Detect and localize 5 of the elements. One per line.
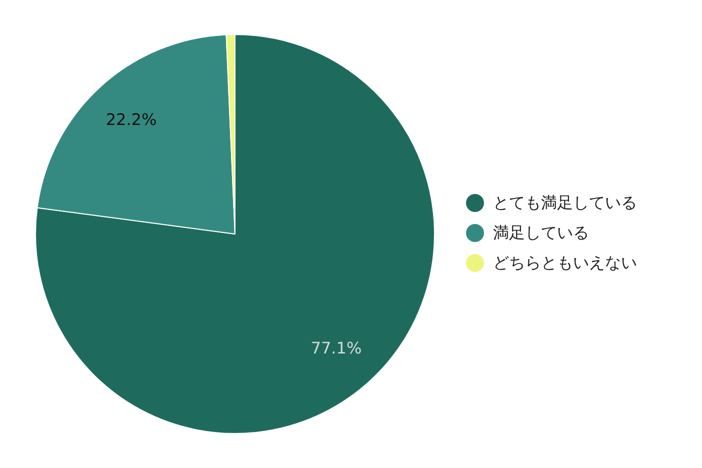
legend-label: どちらともいえない (493, 252, 637, 274)
legend-label: 満足している (493, 222, 589, 244)
data-label: 77.1% (310, 338, 362, 358)
legend-label: とても満足している (493, 192, 637, 214)
data-label: 22.2% (106, 110, 157, 129)
